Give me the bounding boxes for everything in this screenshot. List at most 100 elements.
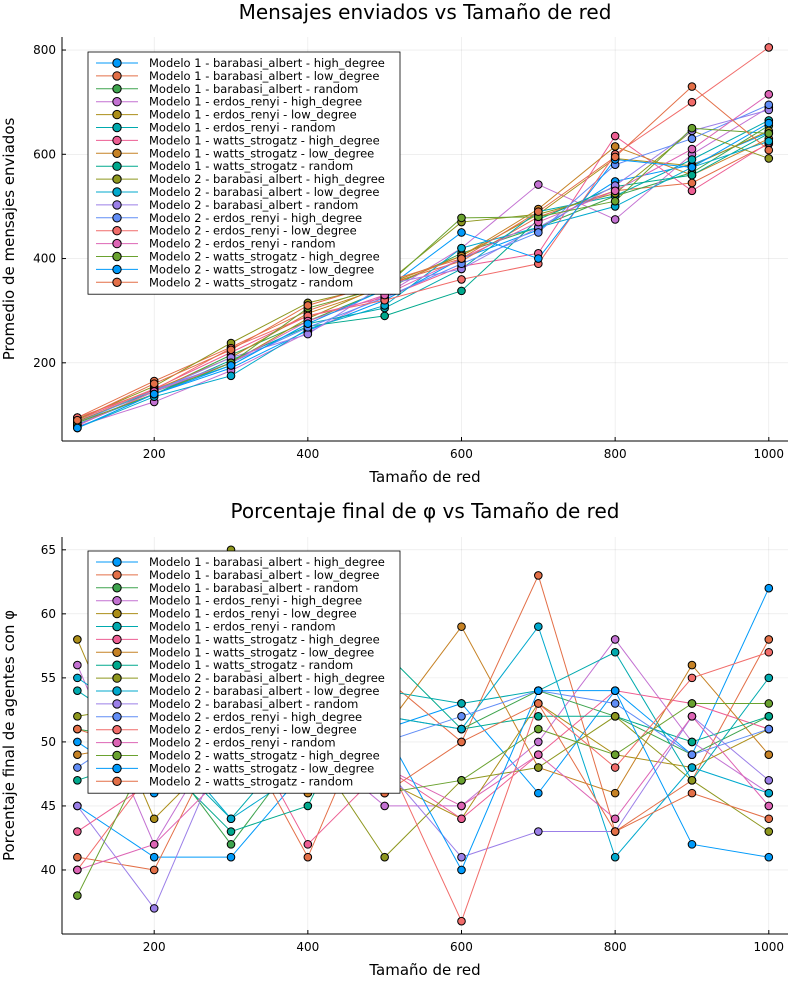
legend-marker xyxy=(112,84,122,94)
data-point xyxy=(610,196,620,206)
x-tick-label: 800 xyxy=(604,940,627,954)
legend-marker xyxy=(112,608,122,619)
data-point xyxy=(457,852,466,862)
data-point xyxy=(73,415,82,425)
series-line xyxy=(77,127,769,424)
data-point xyxy=(534,827,543,836)
data-point xyxy=(303,301,313,310)
legend-marker xyxy=(112,570,122,580)
data-point xyxy=(764,145,774,155)
data-point xyxy=(764,583,774,593)
legend-marker xyxy=(112,621,122,632)
data-point xyxy=(764,776,774,785)
legend-label: Modelo 1 - watts_strogatz - high_degree xyxy=(149,632,380,646)
legend-marker xyxy=(112,264,122,275)
data-point xyxy=(610,827,620,836)
legend-label: Modelo 1 - barabasi_albert - low_degree xyxy=(149,568,379,582)
legend-marker xyxy=(112,763,122,774)
data-point xyxy=(73,737,82,747)
data-point xyxy=(149,904,159,913)
y-axis-label: Promedio de mensajes enviados xyxy=(0,118,18,361)
data-point xyxy=(764,673,774,683)
data-point xyxy=(610,152,620,162)
data-point xyxy=(687,178,697,188)
data-point xyxy=(610,142,620,151)
data-point xyxy=(764,814,774,824)
legend-marker xyxy=(112,725,122,735)
data-point xyxy=(764,788,774,798)
legend-label: Modelo 1 - barabasi_albert - high_degree xyxy=(149,555,385,569)
data-point xyxy=(226,852,236,862)
legend-label: Modelo 1 - barabasi_albert - random xyxy=(149,581,358,595)
legend-marker xyxy=(112,97,122,107)
data-point xyxy=(226,345,236,355)
data-point xyxy=(687,163,697,172)
data-point xyxy=(687,186,697,196)
legend-label: Modelo 1 - erdos_renyi - low_degree xyxy=(149,607,357,621)
chart-1: 200 400 600 800 1000 200 400 600 800 Mensajes env… xyxy=(0,0,788,486)
legend-marker xyxy=(112,686,122,696)
data-point xyxy=(687,840,697,849)
data-point xyxy=(687,776,697,785)
series-line xyxy=(77,93,770,426)
series-line xyxy=(77,85,770,421)
x-tick-label: 200 xyxy=(143,447,166,461)
legend-label: Modelo 1 - barabasi_albert - high_degree xyxy=(149,56,385,70)
data-point xyxy=(457,254,466,263)
series-line xyxy=(77,131,769,425)
data-point xyxy=(610,647,620,657)
data-point xyxy=(457,724,466,734)
legend-marker xyxy=(112,557,122,567)
data-point xyxy=(149,389,159,399)
data-point xyxy=(687,144,697,154)
data-point xyxy=(610,763,620,772)
data-point xyxy=(764,699,774,708)
data-point xyxy=(226,371,236,381)
data-point xyxy=(764,711,774,721)
legend-marker xyxy=(112,213,122,223)
series-line xyxy=(77,122,770,429)
legend-label: Modelo 2 - barabasi_albert - random xyxy=(149,198,358,212)
legend-label: Modelo 2 - watts_strogatz - random xyxy=(149,275,353,289)
data-point xyxy=(457,286,466,296)
data-point xyxy=(534,788,543,798)
data-point xyxy=(380,311,389,321)
data-point xyxy=(73,865,82,875)
data-point xyxy=(687,170,697,180)
legend-marker xyxy=(112,200,122,210)
data-point xyxy=(534,699,543,708)
legend-label: Modelo 1 - barabasi_albert - low_degree xyxy=(149,69,379,83)
x-tick-label: 600 xyxy=(450,447,473,461)
data-point xyxy=(610,852,620,862)
data-point xyxy=(687,134,697,143)
data-point xyxy=(764,43,774,52)
data-point xyxy=(457,865,466,875)
data-point xyxy=(687,788,697,798)
y-tick-label: 45 xyxy=(41,799,56,813)
data-point xyxy=(457,814,466,824)
data-point xyxy=(764,801,774,811)
series-line xyxy=(77,130,769,420)
data-point xyxy=(457,776,466,785)
data-point xyxy=(610,750,620,760)
data-point xyxy=(764,154,774,163)
data-point xyxy=(764,750,774,760)
data-point xyxy=(303,840,313,849)
data-point xyxy=(610,788,620,798)
legend-marker xyxy=(112,776,122,786)
legend-box xyxy=(87,51,401,295)
data-point xyxy=(226,814,236,824)
data-point xyxy=(457,622,466,631)
data-point xyxy=(764,90,774,99)
data-point xyxy=(303,801,313,811)
data-point xyxy=(764,724,774,734)
legend-marker xyxy=(112,750,122,761)
data-point xyxy=(73,711,82,721)
legend-marker xyxy=(112,647,122,657)
legend-marker xyxy=(112,238,122,249)
legend-marker xyxy=(112,583,122,593)
data-point xyxy=(149,379,159,388)
data-point xyxy=(534,571,543,580)
legend-marker xyxy=(112,122,122,133)
